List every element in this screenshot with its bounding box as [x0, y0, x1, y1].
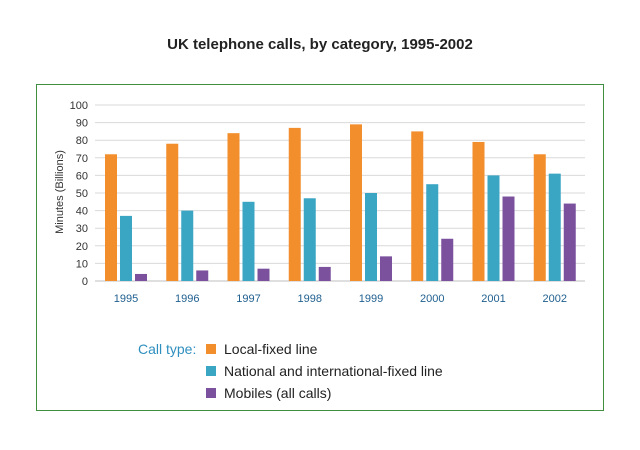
bar-national-2001 [487, 175, 500, 281]
x-tick-labels: 1995 1996 1997 1998 1999 2000 2001 2002 [114, 293, 567, 305]
y-tick-label: 80 [76, 135, 88, 147]
bar-local-1997 [227, 133, 240, 281]
bar-mobiles-1997 [257, 268, 270, 281]
y-tick-label: 70 [76, 153, 88, 165]
x-tick-label: 2002 [543, 293, 567, 305]
x-tick-label: 2000 [420, 293, 444, 305]
bar-mobiles-1996 [196, 270, 209, 281]
y-axis-label: Minutes (Billions) [54, 150, 66, 234]
legend-swatch [206, 344, 216, 354]
x-tick-label: 1995 [114, 293, 138, 305]
y-tick-label: 10 [76, 258, 88, 270]
bars [105, 124, 576, 281]
bar-national-1996 [181, 210, 194, 281]
legend-item-national: National and international-fixed line [206, 361, 443, 381]
y-tick-label: 40 [76, 206, 88, 218]
chart-title: UK telephone calls, by category, 1995-20… [167, 36, 473, 53]
y-tick-label: 90 [76, 118, 88, 130]
bar-national-1995 [120, 215, 132, 281]
bar-mobiles-2001 [502, 196, 515, 281]
bar-national-1998 [303, 198, 316, 281]
bar-mobiles-1995 [135, 273, 147, 281]
bar-national-1999 [365, 193, 377, 281]
y-tick-label: 0 [82, 276, 88, 288]
bar-mobiles-1999 [380, 256, 392, 281]
bar-local-1999 [350, 124, 362, 281]
legend-label: Local-fixed line [224, 341, 318, 357]
bar-local-2001 [472, 141, 485, 281]
y-tick-label: 30 [76, 223, 88, 235]
x-tick-label: 1998 [298, 293, 322, 305]
bar-local-1998 [288, 127, 301, 281]
x-tick-label: 1996 [175, 293, 199, 305]
legend-label: National and international-fixed line [224, 363, 443, 379]
y-tick-label: 50 [76, 188, 88, 200]
y-tick-label: 60 [76, 170, 88, 182]
bar-mobiles-2002 [563, 203, 576, 281]
legend-title: Call type: [138, 341, 197, 357]
bar-local-2002 [533, 154, 546, 281]
y-tick-labels: 0 10 20 30 40 50 60 70 80 90 100 [70, 100, 88, 288]
legend-label: Mobiles (all calls) [224, 385, 332, 401]
legend-swatch [206, 388, 216, 398]
x-tick-label: 1999 [359, 293, 383, 305]
chart-frame [36, 84, 604, 411]
bar-mobiles-2000 [441, 238, 454, 281]
bar-mobiles-1998 [318, 266, 331, 281]
bar-national-2002 [548, 173, 561, 281]
bar-national-2000 [426, 184, 439, 281]
bar-local-1996 [166, 143, 179, 281]
legend-item-mobiles: Mobiles (all calls) [206, 383, 331, 403]
bar-national-1997 [242, 201, 255, 281]
x-tick-label: 2001 [481, 293, 505, 305]
bar-local-1995 [105, 154, 117, 281]
legend-swatch [206, 366, 216, 376]
legend: Call type: Local-fixed line National and… [120, 336, 520, 406]
x-tick-label: 1997 [236, 293, 260, 305]
legend-item-local: Local-fixed line [206, 339, 317, 359]
y-tick-label: 100 [70, 100, 88, 112]
bar-local-2000 [411, 131, 424, 281]
y-tick-label: 20 [76, 241, 88, 253]
